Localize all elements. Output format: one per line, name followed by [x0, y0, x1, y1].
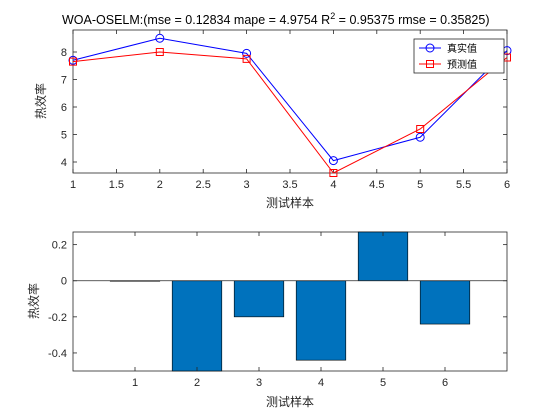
data-point-predicted — [416, 125, 425, 133]
x-tick-label-top: 2.5 — [196, 179, 211, 191]
x-tick-label-top: 4.5 — [369, 179, 384, 191]
title-main: WOA-OSELM:(mse = 0.12834 mape = 4.9754 R — [62, 13, 330, 27]
y-tick-label-bottom: -0.2 — [48, 312, 67, 324]
data-point-actual — [415, 132, 425, 142]
data-point-actual — [328, 156, 338, 166]
legend-label-predicted: 预测值 — [447, 58, 477, 71]
y-tick-label-top: 5 — [61, 130, 67, 142]
x-tick-label-bottom: 1 — [132, 377, 138, 389]
x-axis-label-top: 测试样本 — [266, 195, 314, 210]
series-line-actual — [72, 37, 508, 162]
line-chart: WOA-OSELM:(mse = 0.12834 mape = 4.9754 R… — [33, 11, 512, 210]
data-point-predicted — [329, 169, 338, 177]
data-point-predicted — [69, 57, 77, 66]
y-axis-label-bottom: 热效率 — [26, 283, 41, 319]
legend: 真实值 预测值 — [413, 38, 505, 74]
x-tick-label-top: 5.5 — [456, 179, 471, 191]
x-tick-label-bottom: 4 — [318, 377, 324, 389]
title-rest: = 0.95375 rmse = 0.35825) — [335, 13, 489, 27]
y-tick-label-top: 8 — [61, 47, 67, 59]
x-tick-label-top: 3 — [244, 179, 250, 191]
x-tick-label-top: 1 — [70, 179, 76, 191]
bar-4 — [295, 280, 347, 361]
bar-2 — [171, 280, 223, 372]
data-point-actual — [242, 48, 252, 58]
x-tick-label-top: 3.5 — [282, 179, 297, 191]
legend-marker-actual — [425, 43, 435, 53]
bar-3 — [233, 280, 285, 318]
x-tick-label-bottom: 5 — [380, 377, 386, 389]
x-tick-label-top: 1.5 — [109, 179, 124, 191]
y-tick-label-top: 4 — [61, 157, 67, 169]
bar-5 — [357, 231, 409, 282]
x-tick-label-top: 6 — [504, 179, 510, 191]
y-tick-label-bottom: 0 — [61, 276, 67, 288]
y-tick-label-top: 7 — [61, 75, 67, 87]
legend-marker-predicted — [426, 60, 434, 68]
chart-title: WOA-OSELM:(mse = 0.12834 mape = 4.9754 R… — [62, 11, 489, 27]
x-tick-label-bottom: 3 — [256, 377, 262, 389]
y-tick-label-top: 6 — [61, 102, 67, 114]
x-axis-label-bottom: 测试样本 — [266, 394, 314, 409]
bar-6 — [419, 280, 471, 325]
x-tick-label-bottom: 6 — [442, 377, 448, 389]
x-tick-label-top: 5 — [417, 179, 423, 191]
x-tick-label-top: 2 — [157, 179, 163, 191]
data-point-actual — [155, 33, 165, 43]
series-line-predicted — [72, 51, 508, 174]
y-tick-label-bottom: -0.4 — [48, 348, 67, 360]
y-tick-label-bottom: 0.2 — [52, 240, 67, 252]
title-superscript: 2 — [330, 11, 335, 21]
x-tick-label-top: 4 — [330, 179, 336, 191]
legend-label-actual: 真实值 — [447, 42, 477, 55]
y-axis-label-top: 热效率 — [33, 83, 48, 119]
data-point-predicted — [242, 54, 251, 63]
x-tick-label-bottom: 2 — [194, 377, 200, 389]
data-point-predicted — [155, 48, 164, 56]
bar-chart: 1 2 3 4 5 6 0.2 0 -0.2 -0.4 测试样本 热效率 — [26, 231, 508, 409]
